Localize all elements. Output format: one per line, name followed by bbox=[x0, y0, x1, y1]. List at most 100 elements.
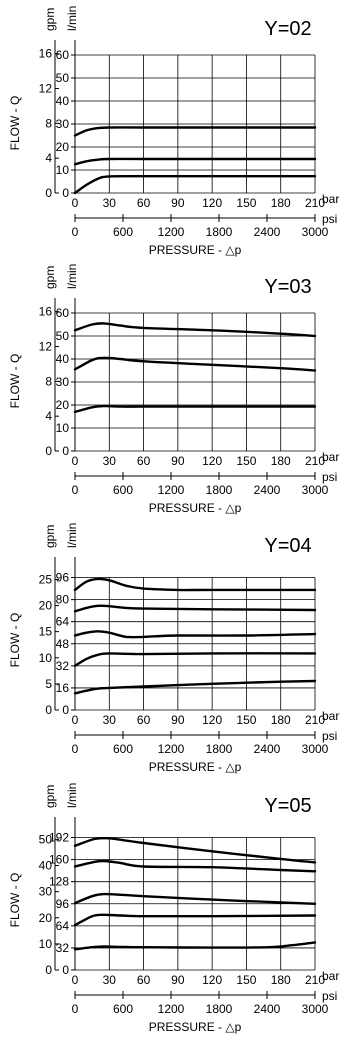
bar-tick-label: 150 bbox=[236, 196, 256, 210]
bar-unit-label: bar bbox=[322, 969, 339, 983]
bar-tick-label: 120 bbox=[202, 196, 222, 210]
psi-unit-label: psi bbox=[322, 989, 337, 1003]
bar-tick-label: 150 bbox=[236, 713, 256, 727]
gpm-tick-label: 0 bbox=[45, 963, 52, 977]
gpm-tick-label: 4 bbox=[45, 151, 52, 165]
gpm-tick-label: 40 bbox=[39, 859, 53, 873]
gpm-tick-label: 0 bbox=[45, 703, 52, 717]
psi-tick-label: 3000 bbox=[302, 483, 329, 497]
flow-curve-5 bbox=[73, 941, 317, 951]
bar-tick-label: 0 bbox=[72, 196, 79, 210]
bar-tick-label: 0 bbox=[72, 713, 79, 727]
bar-tick-label: 210 bbox=[305, 196, 325, 210]
psi-axis bbox=[74, 991, 316, 999]
lmin-tick-label: 0 bbox=[62, 444, 69, 458]
lmin-tick-label: 0 bbox=[62, 186, 69, 200]
gpm-tick-label: 0 bbox=[45, 186, 52, 200]
bar-unit-label: bar bbox=[322, 709, 339, 723]
lmin-tick-label: 80 bbox=[56, 593, 70, 607]
bar-tick-label: 180 bbox=[271, 196, 291, 210]
gpm-tick-label: 25 bbox=[39, 572, 53, 586]
gpm-tick-label: 50 bbox=[39, 832, 53, 846]
bar-tick-label: 150 bbox=[236, 973, 256, 987]
lmin-tick-label: 160 bbox=[49, 853, 69, 867]
flow-curve-3 bbox=[73, 630, 317, 639]
y-axis-title: FLOW - Q bbox=[8, 613, 22, 668]
psi-unit-label: psi bbox=[322, 470, 337, 484]
psi-tick-label: 2400 bbox=[254, 225, 281, 239]
lmin-tick-label: 64 bbox=[56, 615, 70, 629]
gpm-tick-label: 12 bbox=[39, 82, 53, 96]
flow-curve-3 bbox=[73, 892, 317, 905]
psi-tick-label: 3000 bbox=[302, 225, 329, 239]
plot-grid bbox=[74, 54, 316, 194]
bar-tick-label: 0 bbox=[72, 454, 79, 468]
lmin-tick-label: 30 bbox=[56, 117, 70, 131]
x-axis-title: PRESSURE - △p bbox=[149, 760, 242, 774]
bar-tick-label: 120 bbox=[202, 713, 222, 727]
psi-axis bbox=[74, 214, 316, 222]
chart-title: Y=04 bbox=[264, 535, 311, 557]
bar-tick-label: 90 bbox=[171, 713, 185, 727]
unit-label-lmin: l/min bbox=[65, 6, 79, 31]
lmin-tick-label: 32 bbox=[56, 659, 70, 673]
flow-curve-2 bbox=[73, 604, 317, 613]
psi-tick-label: 1800 bbox=[206, 1002, 233, 1016]
flow-curve-4 bbox=[73, 652, 317, 667]
bar-tick-label: 90 bbox=[171, 196, 185, 210]
bar-tick-label: 180 bbox=[271, 973, 291, 987]
curves bbox=[73, 126, 317, 195]
unit-label-lmin: l/min bbox=[65, 783, 79, 808]
bar-unit-label: bar bbox=[322, 192, 339, 206]
flow-curve-2 bbox=[73, 859, 317, 873]
psi-unit-label: psi bbox=[322, 729, 337, 743]
psi-tick-label: 0 bbox=[72, 742, 79, 756]
psi-axis bbox=[74, 731, 316, 739]
flow-curve-2 bbox=[73, 157, 317, 166]
gpm-tick-label: 5 bbox=[45, 677, 52, 691]
gpm-tick-label: 12 bbox=[39, 340, 53, 354]
bar-tick-label: 0 bbox=[72, 973, 79, 987]
psi-tick-label: 2400 bbox=[254, 742, 281, 756]
lmin-tick-label: 60 bbox=[56, 306, 70, 320]
gpm-tick-label: 15 bbox=[39, 625, 53, 639]
bar-tick-label: 60 bbox=[137, 454, 151, 468]
psi-tick-label: 1800 bbox=[206, 483, 233, 497]
y-axis-title: FLOW - Q bbox=[8, 354, 22, 409]
bar-tick-label: 210 bbox=[305, 713, 325, 727]
plot-grid bbox=[74, 577, 316, 711]
psi-tick-label: 1200 bbox=[158, 742, 185, 756]
flow-curve-2 bbox=[73, 356, 317, 372]
bar-tick-label: 210 bbox=[305, 454, 325, 468]
psi-tick-label: 3000 bbox=[302, 742, 329, 756]
lmin-tick-label: 16 bbox=[56, 681, 70, 695]
chart-title: Y=02 bbox=[264, 18, 311, 40]
y-axes bbox=[54, 40, 76, 194]
bar-tick-label: 120 bbox=[202, 454, 222, 468]
x-axis-title: PRESSURE - △p bbox=[149, 1020, 242, 1034]
psi-tick-label: 2400 bbox=[254, 1002, 281, 1016]
lmin-tick-label: 40 bbox=[56, 94, 70, 108]
psi-tick-label: 0 bbox=[72, 225, 79, 239]
bar-tick-label: 90 bbox=[171, 454, 185, 468]
lmin-tick-label: 48 bbox=[56, 637, 70, 651]
y-axis-title: FLOW - Q bbox=[8, 96, 22, 151]
gpm-tick-label: 0 bbox=[45, 444, 52, 458]
lmin-tick-label: 128 bbox=[49, 875, 69, 889]
bar-tick-label: 60 bbox=[137, 196, 151, 210]
bar-tick-label: 60 bbox=[137, 973, 151, 987]
lmin-tick-label: 32 bbox=[56, 941, 70, 955]
bar-tick-label: 210 bbox=[305, 973, 325, 987]
unit-label-lmin: l/min bbox=[65, 523, 79, 548]
gpm-tick-label: 8 bbox=[45, 374, 52, 388]
psi-tick-label: 0 bbox=[72, 483, 79, 497]
gpm-tick-label: 4 bbox=[45, 409, 52, 423]
bar-tick-label: 180 bbox=[271, 454, 291, 468]
lmin-tick-label: 50 bbox=[56, 329, 70, 343]
lmin-tick-label: 96 bbox=[56, 897, 70, 911]
chart-title: Y=03 bbox=[264, 276, 311, 298]
gpm-tick-label: 8 bbox=[45, 116, 52, 130]
gpm-tick-label: 10 bbox=[39, 651, 53, 665]
